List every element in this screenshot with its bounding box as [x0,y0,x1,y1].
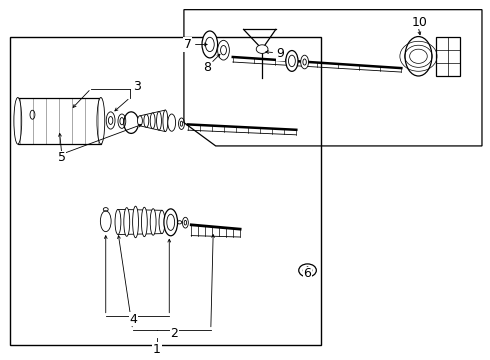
Ellipse shape [138,116,143,126]
Ellipse shape [164,209,177,236]
Ellipse shape [167,214,174,230]
Ellipse shape [178,118,184,130]
Ellipse shape [106,112,115,129]
Text: 2: 2 [170,327,178,339]
Text: 8: 8 [203,60,211,73]
Bar [18,98,101,144]
Circle shape [299,264,317,277]
Ellipse shape [159,210,165,234]
Ellipse shape [202,31,218,58]
Ellipse shape [168,114,175,131]
Ellipse shape [27,105,38,125]
Circle shape [256,45,268,53]
Ellipse shape [301,55,309,69]
Text: 10: 10 [412,16,427,29]
Ellipse shape [163,110,168,132]
Text: 6: 6 [304,267,312,280]
Ellipse shape [124,208,130,236]
Ellipse shape [118,114,126,129]
Ellipse shape [144,114,149,127]
Text: 9: 9 [276,47,284,60]
Ellipse shape [405,37,432,76]
Text: 5: 5 [58,151,66,164]
Ellipse shape [115,210,121,234]
Ellipse shape [150,113,155,129]
Ellipse shape [150,209,156,235]
Ellipse shape [97,98,105,144]
Ellipse shape [286,50,298,71]
Ellipse shape [157,112,161,130]
Polygon shape [436,37,460,76]
Ellipse shape [142,207,147,237]
Bar [10,37,321,345]
Ellipse shape [100,211,111,231]
Text: 3: 3 [133,80,141,93]
Ellipse shape [218,40,229,60]
Ellipse shape [133,206,139,238]
Ellipse shape [182,217,188,228]
Ellipse shape [14,98,22,144]
Text: 4: 4 [130,312,138,326]
Text: 1: 1 [153,343,161,356]
Text: 7: 7 [184,38,192,51]
